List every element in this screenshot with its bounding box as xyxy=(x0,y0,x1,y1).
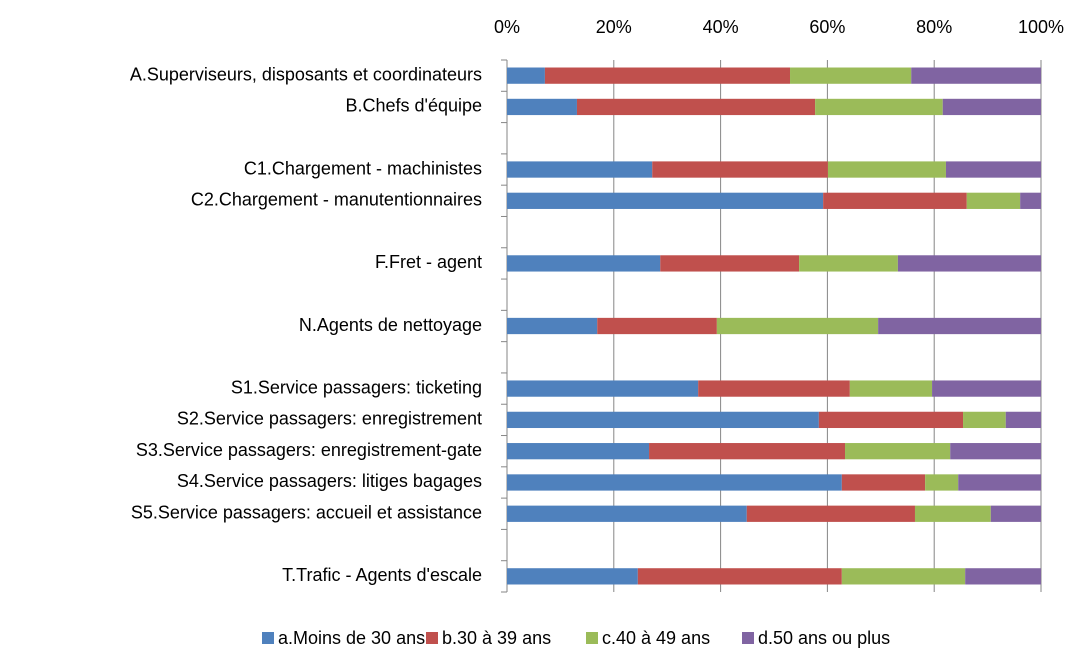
y-tick-label: T.Trafic - Agents d'escale xyxy=(282,565,482,585)
bar-segment xyxy=(965,568,1041,585)
bar-segment xyxy=(507,192,824,209)
legend-swatch xyxy=(262,632,274,644)
bar-segment xyxy=(507,161,653,178)
bar-segment xyxy=(963,411,1006,429)
y-tick-label: F.Fret - agent xyxy=(375,252,482,272)
bar-segment xyxy=(945,161,1041,178)
bar-segment xyxy=(818,411,964,429)
y-tick-label: C1.Chargement - machinistes xyxy=(244,158,482,178)
y-tick-label: C2.Chargement - manutentionnaires xyxy=(191,190,482,210)
bar-segment xyxy=(507,505,747,522)
bar-segment xyxy=(950,443,1041,460)
legend-label: b.30 à 39 ans xyxy=(442,628,551,648)
y-tick-label: S3.Service passagers: enregistrement-gat… xyxy=(136,440,482,460)
bar-segment xyxy=(652,161,828,178)
y-tick-label: A.Superviseurs, disposants et coordinate… xyxy=(130,64,482,84)
y-tick-label: N.Agents de nettoyage xyxy=(299,315,482,335)
x-tick-label: 100% xyxy=(1018,17,1064,37)
bar-segment xyxy=(507,380,699,397)
legend-swatch xyxy=(586,632,598,644)
bar-segment xyxy=(823,192,967,209)
y-tick-label: S2.Service passagers: enregistrement xyxy=(177,409,482,429)
bar-segment xyxy=(507,98,577,116)
legend-label: c.40 à 49 ans xyxy=(602,628,710,648)
bar-segment xyxy=(799,255,898,272)
bar-segment xyxy=(1005,411,1041,429)
bar-segment xyxy=(649,443,846,460)
bar-segment xyxy=(507,474,842,491)
x-tick-label: 40% xyxy=(703,17,739,37)
bar-segment xyxy=(507,568,638,585)
bar-segment xyxy=(576,98,816,116)
legend-swatch xyxy=(426,632,438,644)
bar-segment xyxy=(932,380,1041,397)
bar-segment xyxy=(845,443,951,460)
y-tick-label: S5.Service passagers: accueil et assista… xyxy=(131,503,482,523)
bar-segment xyxy=(660,255,800,272)
bar-segment xyxy=(507,67,545,84)
bar-segment xyxy=(544,67,791,84)
legend-swatch xyxy=(742,632,754,644)
bar-segment xyxy=(637,568,842,585)
bar-segment xyxy=(597,317,717,335)
bar-segment xyxy=(841,474,926,491)
bar-segment xyxy=(698,380,850,397)
y-tick-label: B.Chefs d'équipe xyxy=(345,96,482,116)
legend-label: d.50 ans ou plus xyxy=(758,628,890,648)
bar-segment xyxy=(716,317,879,335)
bar-segment xyxy=(849,380,933,397)
bar-segment xyxy=(507,255,661,272)
bar-segment xyxy=(507,317,598,335)
bar-segment xyxy=(1020,192,1041,209)
x-tick-label: 20% xyxy=(596,17,632,37)
legend-label: a.Moins de 30 ans xyxy=(278,628,425,648)
bar-segment xyxy=(878,317,1041,335)
bar-segment xyxy=(990,505,1041,522)
bar-segment xyxy=(827,161,946,178)
y-tick-label: S1.Service passagers: ticketing xyxy=(231,377,482,397)
bar-segment xyxy=(507,443,650,460)
bar-segment xyxy=(958,474,1041,491)
bar-segment xyxy=(841,568,966,585)
bar-segment xyxy=(942,98,1041,116)
bar-segment xyxy=(897,255,1041,272)
bar-segment xyxy=(925,474,959,491)
bar-segment xyxy=(911,67,1041,84)
y-tick-label: S4.Service passagers: litiges bagages xyxy=(177,471,482,491)
bar-segment xyxy=(914,505,991,522)
x-tick-label: 60% xyxy=(809,17,845,37)
x-tick-label: 0% xyxy=(494,17,520,37)
bar-segment xyxy=(790,67,912,84)
bar-segment xyxy=(815,98,943,116)
bar-segment xyxy=(507,411,819,429)
bar-segment xyxy=(966,192,1021,209)
bar-segment xyxy=(746,505,915,522)
x-tick-label: 80% xyxy=(916,17,952,37)
